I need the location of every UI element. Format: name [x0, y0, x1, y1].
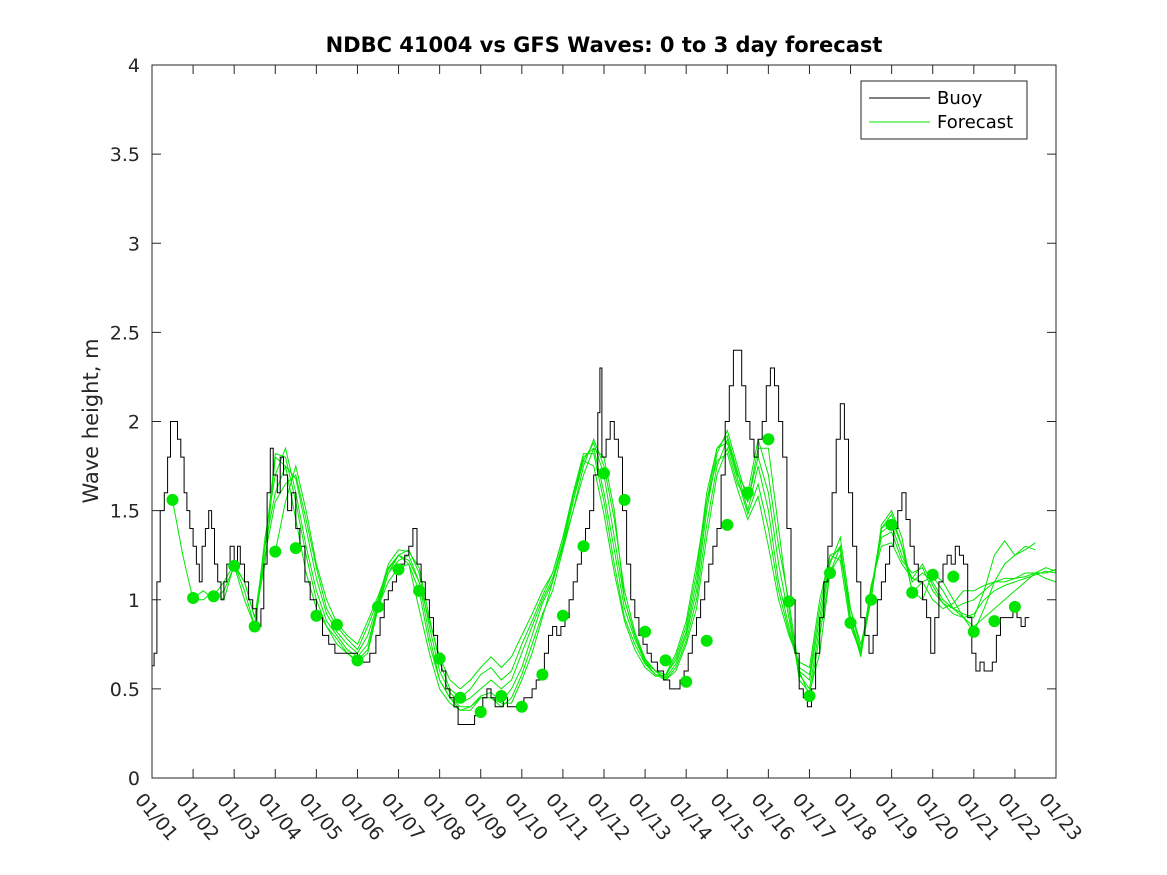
- forecast-point-18: [515, 700, 528, 713]
- forecast-point-8: [310, 609, 323, 622]
- legend-box: [860, 80, 1028, 140]
- legend-buoy-label: Buoy: [937, 88, 983, 109]
- forecast-point-28: [721, 518, 734, 531]
- y-tick-label: 1.5: [110, 501, 140, 523]
- forecast-point-20: [556, 609, 569, 622]
- forecast-point-3: [207, 590, 220, 603]
- forecast-point-40: [967, 625, 980, 638]
- legend: Buoy Forecast: [860, 80, 1028, 140]
- forecast-point-11: [372, 600, 384, 613]
- forecast-point-19: [536, 668, 549, 681]
- y-tick-label: 2: [128, 412, 140, 434]
- forecast-point-24: [639, 625, 652, 638]
- forecast-line-4: [233, 434, 1056, 704]
- forecast-point-1: [166, 493, 179, 506]
- plot-area: [152, 349, 1056, 725]
- forecast-line-3: [213, 428, 1036, 708]
- forecast-point-39: [947, 570, 960, 583]
- forecast-line-6: [274, 452, 1056, 690]
- forecast-point-42: [1008, 600, 1021, 613]
- forecast-point-2: [187, 592, 200, 604]
- forecast-point-4: [228, 559, 241, 572]
- chart-title: NDBC 41004 vs GFS Waves: 0 to 3 day fore…: [326, 33, 883, 57]
- forecast-point-13: [413, 584, 426, 597]
- forecast-point-12: [392, 563, 405, 576]
- forecast-point-41: [988, 615, 1001, 628]
- forecast-point-32: [803, 690, 816, 702]
- y-tick-label: 3.5: [110, 144, 140, 166]
- y-axis-label: Wave height, m: [79, 338, 103, 503]
- forecast-point-21: [577, 540, 590, 553]
- forecast-point-36: [885, 518, 898, 531]
- forecast-point-26: [680, 675, 693, 688]
- y-tick-label: 0.5: [110, 679, 140, 701]
- buoy-line: [152, 349, 1030, 725]
- forecast-point-37: [906, 586, 919, 599]
- y-tick-label: 0: [128, 768, 140, 790]
- forecast-point-25: [659, 654, 672, 667]
- forecast-line-2: [192, 437, 1036, 711]
- forecast-point-23: [618, 493, 631, 506]
- forecast-point-29: [741, 486, 754, 499]
- forecast-point-35: [865, 593, 878, 606]
- forecast-point-15: [454, 691, 467, 704]
- y-tick-label: 2.5: [110, 322, 140, 344]
- forecast-point-6: [269, 545, 282, 558]
- forecast-point-17: [495, 690, 508, 702]
- forecast-point-9: [330, 618, 343, 631]
- forecast-point-16: [474, 706, 487, 718]
- forecast-point-7: [289, 542, 302, 555]
- forecast-line-5: [254, 442, 1056, 699]
- y-tick-label: 4: [128, 55, 140, 77]
- forecast-point-31: [782, 595, 795, 608]
- y-tick-label: 1: [128, 590, 140, 612]
- forecast-point-33: [824, 567, 836, 579]
- forecast-point-30: [762, 433, 775, 446]
- legend-forecast-label: Forecast: [937, 112, 1013, 133]
- forecast-point-38: [926, 568, 939, 581]
- forecast-point-10: [351, 654, 364, 667]
- forecast-point-22: [598, 467, 610, 480]
- y-tick-label: 3: [128, 233, 140, 255]
- forecast-point-27: [700, 634, 713, 647]
- forecast-point-5: [248, 620, 261, 633]
- forecast-point-14: [433, 652, 446, 665]
- forecast-point-34: [844, 616, 857, 629]
